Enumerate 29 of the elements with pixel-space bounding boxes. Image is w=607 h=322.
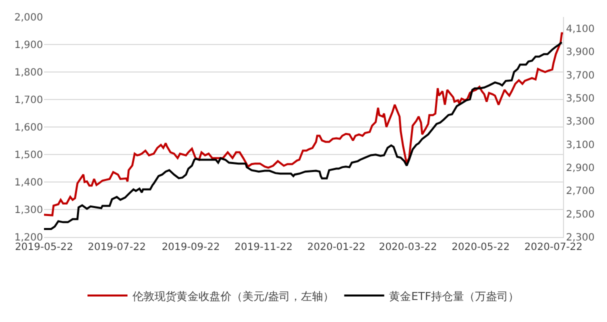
- y2-tick-label: 2,300: [566, 232, 595, 244]
- y2-tick-label: 2,500: [566, 209, 595, 220]
- y-tick-label: 1,700: [14, 95, 43, 106]
- y2-tick-label: 3,900: [566, 47, 595, 58]
- legend-label: 伦敦现货黄金收盘价（美元/盎司，左轴）: [132, 290, 334, 303]
- x-tick-label: 2019-11-22: [234, 242, 293, 253]
- y2-tick-label: 2,700: [566, 186, 595, 198]
- y-tick-label: 2,000: [14, 12, 43, 24]
- legend-label: 黄金ETF持仓量（万盎司）: [389, 290, 520, 303]
- x-tick-label: 2020-01-22: [307, 242, 366, 253]
- y2-tick-label: 3,300: [566, 116, 595, 128]
- y-tick-label: 1,800: [14, 68, 43, 78]
- y2-tick-label: 2,900: [566, 163, 595, 174]
- x-tick-label: 2020-05-22: [452, 242, 510, 253]
- y2-tick-label: 3,700: [566, 70, 595, 82]
- y-tick-label: 1,200: [14, 232, 43, 244]
- y-tick-label: 1,300: [14, 205, 43, 216]
- y-tick-label: 1,600: [14, 122, 43, 134]
- y-tick-label: 1,500: [14, 150, 43, 161]
- y-tick-label: 1,900: [14, 40, 43, 51]
- x-tick-label: 2020-07-22: [524, 242, 583, 253]
- x-tick-label: 2019-09-22: [162, 242, 220, 253]
- x-tick-label: 2020-03-22: [378, 242, 437, 253]
- y2-tick-label: 3,100: [566, 140, 595, 151]
- y2-tick-label: 4,100: [566, 24, 595, 36]
- x-tick-label: 2019-05-22: [14, 242, 74, 253]
- y2-tick-label: 3,500: [566, 94, 595, 105]
- x-tick-label: 2019-07-22: [88, 242, 146, 253]
- y-tick-label: 1,400: [14, 178, 43, 188]
